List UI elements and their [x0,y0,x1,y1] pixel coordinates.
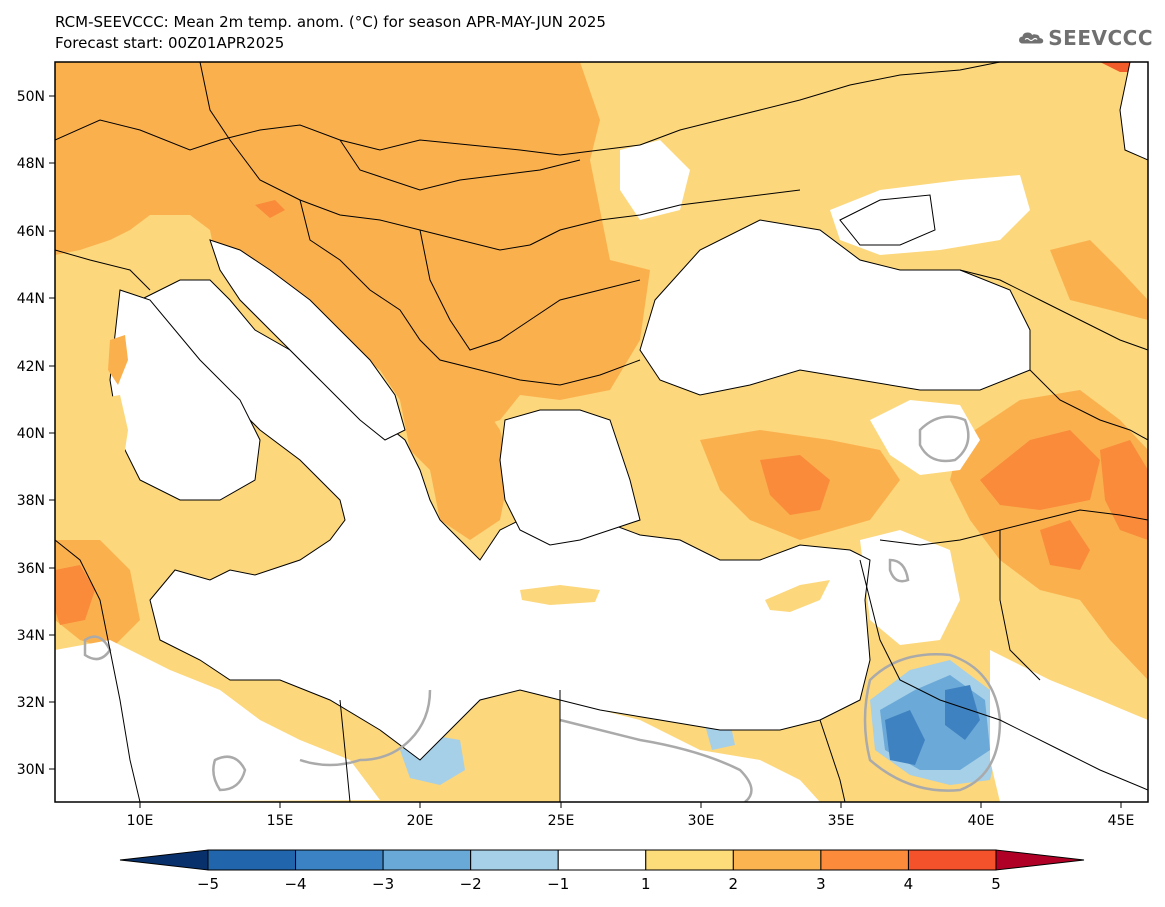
lat-tick-label: 46N [17,224,45,240]
lat-tick-label: 42N [17,359,45,375]
neutral-zone-anatolia-east [870,400,980,475]
country-borders [55,62,1148,802]
latitude-axis: 30N 32N 34N 36N 38N 40N 42N 44N 46N 48N 50N [17,89,55,778]
colorbar-over-arrow [995,849,1085,871]
lat-tick-label: 30N [17,762,45,778]
island-sicily [220,495,290,540]
anomaly-zone-caucasus [1050,240,1148,320]
neutral-zone-north-africa [55,640,380,802]
colorbar-segment [382,849,472,871]
anomaly-core-east-1 [980,430,1100,510]
sea-caspian-edge [1119,62,1148,161]
sea-aegean [499,409,641,546]
neutral-zone-arabia [990,650,1148,802]
island-crete [520,585,600,605]
neutral-zone-ukraine [620,140,690,220]
lon-tick-label: 40E [968,813,995,829]
lon-tick-label: 45E [1108,813,1135,829]
island-cyprus [765,580,830,612]
colorbar-label: 5 [991,875,1001,893]
sea-azov [839,194,936,246]
forecast-start: Forecast start: 00Z01APR2025 [55,34,285,52]
colorbar-label: 1 [641,875,651,893]
colorbar-segment [470,849,559,871]
logo-text: SEEVCCC [1048,26,1153,50]
anomaly-zone-central-europe [55,62,650,460]
colorbar-segment [557,849,647,871]
negative-zone-arabia-core-2 [945,685,980,740]
lon-tick-label: 10E [127,813,154,829]
colorbar-segment [295,849,384,871]
colorbar: −5 −4 −3 −2 −1 1 2 3 4 5 [119,849,1085,893]
colorbar-label: −1 [547,875,569,893]
colorbar-segment [907,849,997,871]
neutral-zone-levant [860,530,960,645]
lon-tick-label: 35E [828,813,855,829]
anomaly-zone-balkans-south [400,390,510,540]
lat-tick-label: 50N [17,89,45,105]
zero-contours [83,415,1002,802]
lat-tick-label: 38N [17,493,45,509]
lat-tick-label: 34N [17,628,45,644]
plot-frame [54,61,1149,803]
lat-tick-label: 48N [17,156,45,172]
lon-tick-label: 15E [267,813,294,829]
colorbar-label: −3 [372,875,394,893]
lat-tick-label: 32N [17,695,45,711]
seevccc-logo: SEEVCCC [1018,20,1153,56]
cloud-icon [1019,32,1044,44]
colorbar-segment [820,849,909,871]
island-sardinia [90,395,128,472]
map-title: RCM-SEEVCCC: Mean 2m temp. anom. (°C) fo… [55,13,606,31]
lon-tick-label: 30E [688,813,715,829]
anomaly-core-slovenia [255,200,285,218]
lat-tick-label: 36N [17,561,45,577]
sea-adriatic [209,239,406,441]
island-corsica [108,335,128,385]
colorbar-under-arrow [119,849,209,871]
lat-tick-label: 40N [17,426,45,442]
colorbar-label: 2 [729,875,739,893]
colorbar-segment [732,849,822,871]
colorbar-label: −2 [460,875,482,893]
colorbar-label: −4 [284,875,306,893]
anomaly-core-tunisia [55,565,95,625]
lat-tick-label: 44N [17,291,45,307]
negative-zone-arabia-core [885,710,925,765]
colorbar-label: 4 [904,875,914,893]
colorbar-label: −5 [197,875,219,893]
colorbar-segment [207,849,297,871]
lon-tick-label: 25E [548,813,575,829]
colorbar-segment [645,849,734,871]
longitude-axis: 10E 15E 20E 25E 30E 35E 40E 45E [127,802,1135,829]
anomaly-core-east-2 [1100,440,1148,540]
lon-tick-label: 20E [407,813,434,829]
anomaly-core-turkey [760,455,830,515]
colorbar-label: 3 [816,875,826,893]
sea-mediterranean [139,279,871,761]
anomaly-core-syria [1040,520,1090,570]
